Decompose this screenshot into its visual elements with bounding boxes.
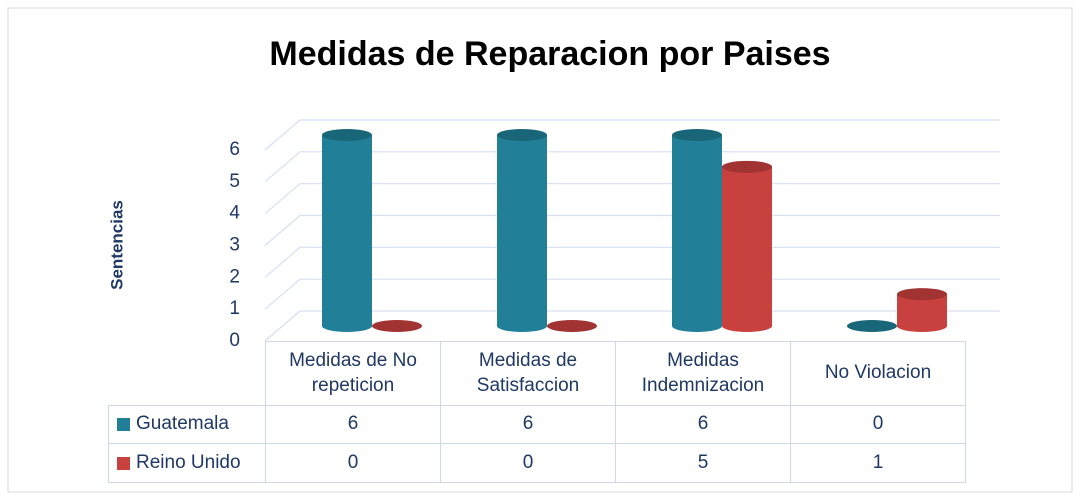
value-cell-text: 6 (697, 413, 709, 435)
category-cell-text: Medidas de No repeticion (289, 349, 417, 396)
bar-body (322, 135, 372, 332)
grid-line (264, 119, 1000, 151)
value-cell: 0 (265, 443, 441, 483)
legend-key (117, 418, 130, 431)
y-tick-label: 1 (229, 298, 240, 319)
value-cell: 0 (440, 443, 616, 483)
value-cell-text: 1 (872, 451, 884, 473)
y-axis-label: Sentencias (107, 200, 126, 290)
bar-top (372, 320, 422, 332)
bar (372, 320, 422, 332)
value-cell: 5 (615, 443, 791, 483)
legend-label: Guatemala (136, 413, 229, 435)
chart-border (7, 7, 1073, 493)
value-cell: 6 (440, 405, 616, 444)
value-cell-text: 0 (872, 413, 884, 435)
bar (672, 129, 722, 332)
value-cell-text: 5 (697, 451, 709, 473)
bar-top (847, 320, 897, 332)
value-cell-text: 6 (347, 413, 359, 435)
category-cell-text: No Violacion (824, 362, 932, 384)
bar-top (322, 129, 372, 141)
grid-line (264, 183, 1000, 215)
value-cell-text: 0 (522, 451, 534, 473)
grid-line (264, 151, 1000, 183)
legend-key (117, 456, 130, 470)
legend-cell: Guatemala (108, 405, 266, 444)
value-cell-text: 6 (522, 413, 534, 435)
bar-top (547, 320, 597, 332)
chart-title: Medidas de Reparacion por Paises (269, 35, 830, 73)
bar (897, 288, 947, 332)
category-cell-text: Medidas de Satisfaccion (476, 349, 580, 396)
category-cell: No Violacion (790, 341, 966, 406)
y-tick-label: 2 (229, 266, 240, 287)
value-cell-text: 0 (347, 451, 359, 473)
grid-line (264, 214, 1000, 246)
category-cell: Medidas de No repeticion (265, 341, 441, 406)
bar-body (497, 135, 547, 332)
y-tick-label: 4 (229, 203, 240, 224)
bar-body (897, 294, 947, 332)
bar-body (722, 166, 772, 332)
category-cell-text: Medidas Indemnizacion (641, 349, 765, 396)
grid-line (264, 278, 1000, 310)
value-cell: 6 (265, 405, 441, 444)
category-cell: Medidas de Satisfaccion (440, 341, 616, 406)
legend-cell: Reino Unido (108, 443, 266, 483)
bar-top (672, 129, 722, 141)
bar (722, 160, 772, 332)
y-tick-label: 3 (229, 235, 240, 256)
bar (497, 129, 547, 332)
y-tick-label: 0 (229, 330, 240, 351)
legend-label: Reino Unido (136, 451, 241, 473)
y-tick-label: 6 (229, 139, 240, 160)
bar-top (722, 160, 772, 173)
bar-body (672, 135, 722, 332)
category-cell: Medidas Indemnizacion (615, 341, 791, 406)
bar-top (897, 288, 947, 301)
y-tick-label: 5 (229, 171, 240, 192)
value-cell: 0 (790, 405, 966, 444)
bar (322, 129, 372, 332)
bar (547, 320, 597, 332)
value-cell: 6 (615, 405, 791, 444)
bar (847, 320, 897, 332)
bar-top (497, 129, 547, 141)
grid-line (264, 246, 1000, 278)
value-cell: 1 (790, 443, 966, 483)
